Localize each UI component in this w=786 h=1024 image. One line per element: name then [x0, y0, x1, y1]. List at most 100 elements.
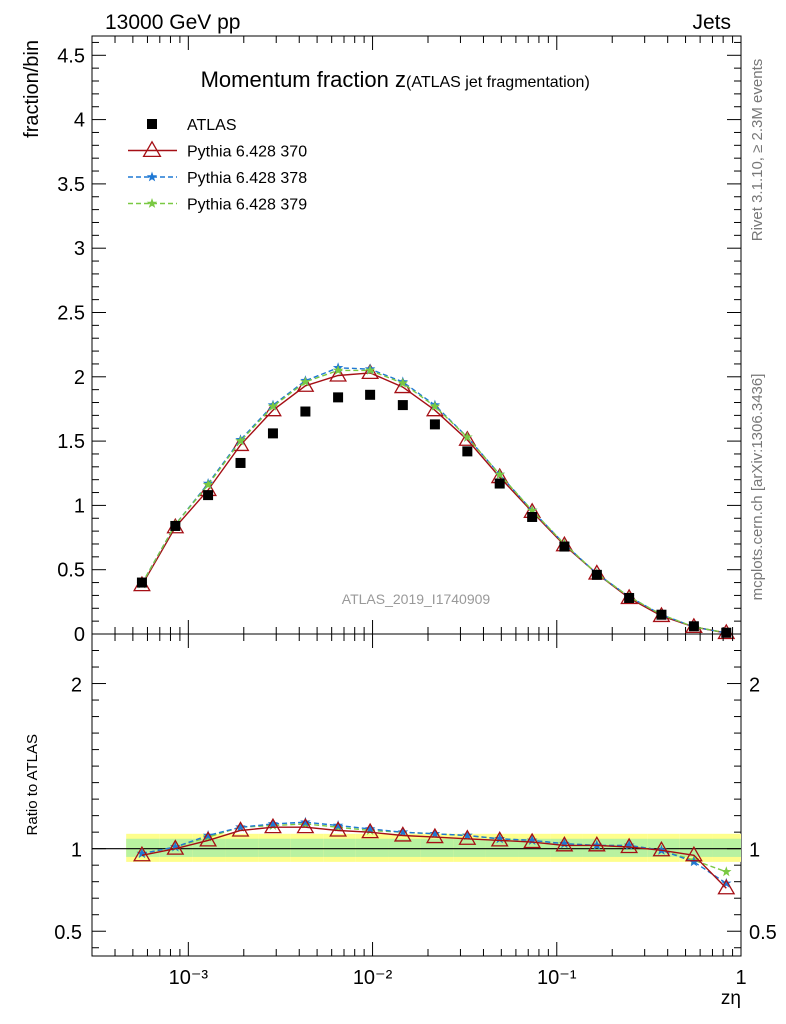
y-tick-label: 2.5 [57, 302, 85, 324]
data-point [591, 569, 602, 580]
y-tick-label: 0.5 [57, 560, 85, 582]
band-inner-segment [225, 838, 259, 857]
data-point [397, 400, 408, 411]
band-inner-segment [355, 838, 389, 857]
ratio-point [721, 866, 732, 877]
ratio-y-axis-label: Ratio to ATLAS [24, 734, 41, 835]
data-point [235, 457, 246, 468]
ratio-axis-ticks: 0.5 0.5 1 1 2 2 10⁻³ 10⁻² 10⁻¹ 1 [54, 634, 777, 989]
legend-marker [147, 119, 157, 129]
ratio-y-tick-label: 0.5 [54, 922, 82, 944]
ratio-point [620, 837, 639, 854]
band-inner-segment [712, 838, 741, 857]
x-tick-label: 1 [735, 967, 746, 989]
x-tick-label: 10⁻³ [169, 967, 209, 989]
ratio-frame [91, 633, 742, 957]
mc-point [329, 366, 348, 382]
legend-item: Pythia 6.428 370 [128, 140, 307, 161]
legend-item: ATLAS [147, 117, 237, 134]
ratio-y-tick-label: 0.5 [749, 922, 777, 944]
ratio-point [264, 817, 282, 834]
ratio-point [136, 848, 148, 859]
y-tick-label: 3.5 [57, 174, 85, 196]
mc-point [397, 377, 409, 388]
ratio-point [133, 845, 151, 862]
data-point [333, 392, 344, 403]
ratio-point [300, 816, 311, 827]
ratio-point [361, 822, 380, 839]
main-chart-title: Momentum fraction z [201, 67, 406, 92]
data-point [656, 609, 667, 620]
ratio-point [235, 821, 246, 832]
data-point [494, 478, 505, 489]
data-point [721, 627, 732, 638]
series-atlas [136, 389, 732, 638]
ratio-point [170, 841, 181, 852]
legend-marker [146, 171, 158, 182]
data-point [527, 511, 538, 522]
y-tick-label: 0 [74, 624, 85, 646]
ratio-point [623, 839, 635, 850]
ratio-y-tick-label: 1 [749, 840, 760, 862]
mc-point [364, 364, 376, 375]
ratio-point [458, 829, 477, 845]
data-point [429, 419, 440, 430]
ratio-point [397, 826, 409, 837]
ratio-point [364, 823, 376, 834]
y-tick-label: 4 [74, 110, 85, 132]
legend-label: ATLAS [187, 117, 237, 134]
x-axis-label: zη [721, 988, 741, 1009]
ratio-y-tick-label: 2 [71, 675, 82, 697]
data-point [136, 577, 147, 588]
band-inner-segment [453, 838, 486, 857]
ratio-point [199, 831, 218, 847]
rivet-version-label: Rivet 3.1.10, ≥ 2.3M events [749, 59, 766, 242]
band-inner-segment [388, 838, 421, 857]
ratio-point [425, 827, 444, 844]
mc-point [202, 479, 214, 490]
band-inner-segment [323, 838, 356, 857]
ratio-point [490, 831, 509, 847]
x-tick-label: 10⁻² [353, 967, 393, 989]
mc-point [494, 469, 505, 479]
main-axis-ticks: 0 0.5 1 1.5 2 2.5 3 3.5 4 4.5 [57, 36, 742, 646]
mc-point [300, 376, 311, 387]
legend-label: Pythia 6.428 378 [187, 170, 307, 187]
y-tick-label: 1.5 [57, 431, 85, 453]
legend-marker [142, 140, 162, 158]
ratio-point [166, 839, 185, 855]
band-inner-segment [420, 838, 454, 857]
data-point [688, 621, 699, 632]
ratio-point [523, 832, 542, 849]
ratio-point [717, 878, 736, 895]
y-tick-label: 2 [74, 367, 85, 389]
ratio-series-pythia-6-428-370 [133, 817, 736, 895]
ratio-point [555, 836, 574, 852]
legend-marker [146, 198, 158, 208]
legend: ATLAS Pythia 6.428 370 Pythia 6.428 378 Pyt… [128, 117, 307, 214]
ratio-point [526, 834, 538, 845]
legend-label: Pythia 6.428 370 [187, 144, 307, 161]
ratio-y-tick-label: 1 [71, 840, 82, 862]
ratio-point [267, 818, 279, 829]
y-tick-label: 1 [74, 495, 85, 517]
main-y-axis-label: fraction/bin [21, 40, 43, 138]
ratio-point [393, 826, 412, 842]
ratio-point [559, 838, 570, 849]
main-series-group [133, 362, 736, 640]
band-inner-segment [258, 838, 291, 857]
ratio-point [231, 821, 250, 837]
data-point [170, 520, 181, 531]
energy-label: 13000 GeV pp [105, 11, 240, 34]
ratio-panel: 0.5 0.5 1 1 2 2 10⁻³ 10⁻² 10⁻¹ 1 Ratio to ATLAS z… [24, 633, 777, 1009]
legend-item: Pythia 6.428 378 [128, 170, 307, 187]
mc-point [267, 400, 279, 411]
mc-point [462, 431, 473, 442]
ratio-point [329, 821, 348, 837]
ratio-point [462, 830, 473, 840]
ratio-y-tick-label: 2 [749, 675, 760, 697]
analysis-id-label: ATLAS_2019_I1740909 [342, 591, 491, 607]
ratio-series-group [133, 816, 736, 895]
band-inner-segment [679, 838, 713, 857]
